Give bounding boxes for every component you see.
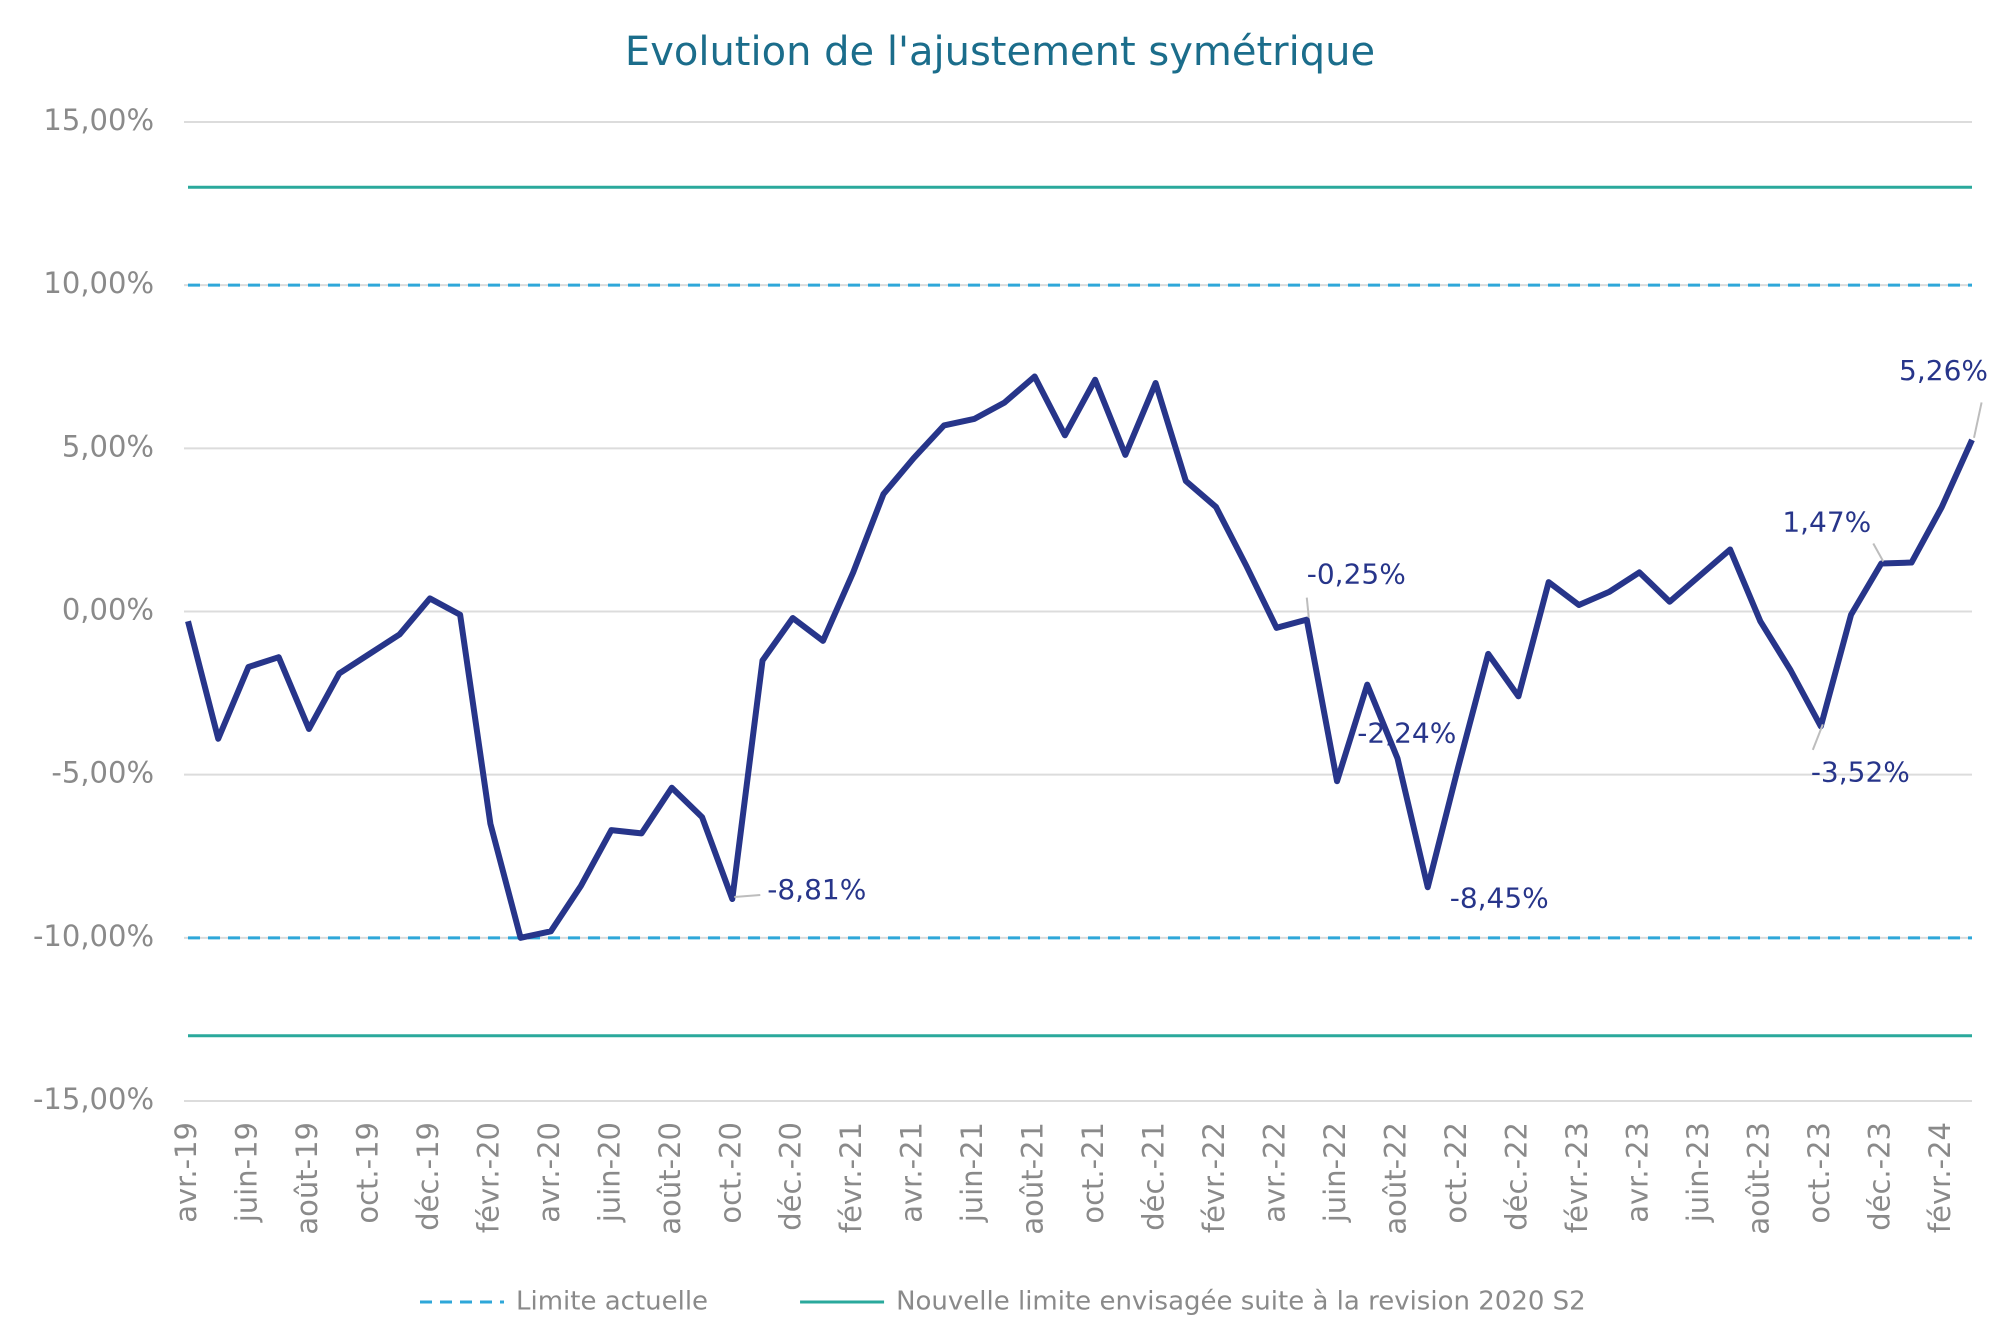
data-label: -8,81% [767,873,866,906]
x-tick-label: oct.-21 [1076,1122,1110,1224]
y-tick-label: -10,00% [33,919,154,953]
x-tick-label: avr.-22 [1258,1122,1292,1223]
data-label: -2,24% [1357,717,1456,750]
x-tick-label: déc.-20 [774,1122,808,1231]
x-tick-label: févr.-24 [1923,1122,1957,1233]
x-tick-label: août-22 [1378,1122,1412,1235]
x-tick-label: oct.-22 [1439,1122,1473,1224]
data-label: -0,25% [1307,558,1406,591]
data-label: -3,52% [1811,755,1910,788]
leader-line [1872,543,1885,563]
x-tick-label: oct.-23 [1802,1122,1836,1224]
data-label: 5,26% [1899,354,1988,387]
x-tick-label: août-20 [653,1122,687,1235]
y-tick-label: 10,00% [43,266,154,300]
y-tick-label: -5,00% [51,756,154,790]
legend-label: Limite actuelle [516,1287,708,1317]
x-tick-label: juin-22 [1318,1122,1352,1223]
x-tick-label: août-21 [1016,1122,1050,1235]
x-tick-label: févr.-22 [1197,1122,1231,1233]
data-line [185,373,1975,941]
legend-label: Nouvelle limite envisagée suite à la rev… [896,1287,1586,1317]
x-tick-label: févr.-23 [1560,1122,1594,1233]
x-tick-label: août-23 [1741,1122,1775,1235]
leader-line [1973,402,1983,439]
x-tick-label: déc.-22 [1499,1122,1533,1231]
x-tick-label: juin-19 [229,1122,263,1223]
x-tick-label: août-19 [290,1122,324,1235]
leader-line [1811,724,1824,751]
y-tick-label: 5,00% [62,429,154,463]
x-tick-label: févr.-20 [471,1122,505,1233]
x-tick-label: déc.-21 [1137,1122,1171,1231]
x-tick-label: avr.-20 [532,1122,566,1223]
chart-title: Evolution de l'ajustement symétrique [625,29,1375,75]
leader-line [1305,597,1310,618]
x-tick-label: avr.-23 [1620,1122,1654,1223]
y-tick-label: 15,00% [43,103,154,137]
x-tick-label: juin-23 [1681,1122,1715,1223]
x-tick-label: avr.-21 [895,1122,929,1223]
x-tick-label: juin-21 [955,1122,989,1223]
x-tick-label: juin-20 [592,1122,626,1223]
x-tick-label: avr.-19 [169,1122,203,1223]
x-tick-label: févr.-21 [834,1122,868,1233]
x-tick-label: oct.-19 [350,1122,384,1224]
y-tick-label: -15,00% [33,1082,154,1116]
data-label: -8,45% [1450,881,1549,914]
y-tick-label: 0,00% [62,593,154,627]
x-tick-label: déc.-19 [411,1122,445,1231]
x-tick-label: oct.-20 [713,1122,747,1224]
leader-line [734,894,761,898]
x-tick-label: déc.-23 [1862,1122,1896,1231]
data-label: 1,47% [1782,506,1871,539]
